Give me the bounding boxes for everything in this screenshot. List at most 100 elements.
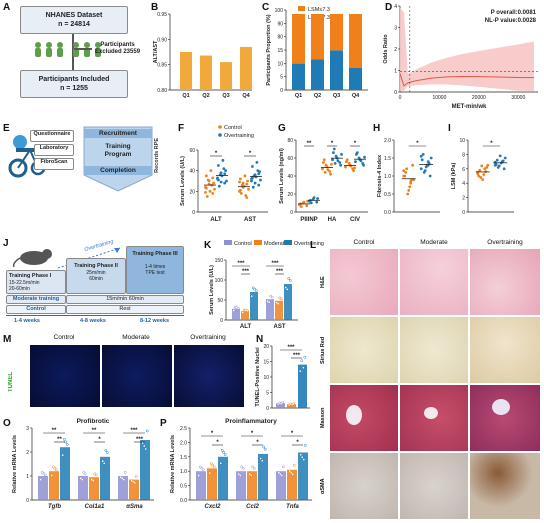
- p-sig: *: [256, 440, 259, 446]
- b-bar: [200, 55, 212, 90]
- g-overtraining-point: [336, 159, 340, 163]
- panel-label-d: D: [385, 2, 393, 13]
- i-point: [501, 159, 505, 163]
- o-dot: [50, 474, 54, 477]
- o-y-tick-label: 1: [26, 474, 29, 480]
- l-row-asma: αSMA: [320, 478, 326, 494]
- f-overtraining-point: [251, 176, 254, 180]
- f-overtraining-point: [217, 178, 220, 182]
- o-bar: [129, 479, 139, 500]
- f-overtraining-point: [250, 179, 253, 183]
- phase2-title: Training Phase II: [74, 263, 118, 269]
- o-dot: [104, 448, 108, 452]
- p-dot: [299, 453, 303, 457]
- o-bar: [38, 476, 48, 500]
- g-overtraining-point: [362, 163, 365, 167]
- o-dot: [62, 437, 66, 441]
- b-y-tick-label: 0.95: [157, 12, 167, 18]
- people-group-icon: [35, 42, 101, 57]
- o-dot: [144, 447, 148, 451]
- p-ylabel: Relative mRNA Levels: [170, 435, 176, 493]
- phase3-d1: 1-4 times: [144, 263, 166, 270]
- k-sig: ***: [242, 269, 250, 275]
- k-legend-label: Overtraining: [294, 241, 324, 247]
- g-control-point: [302, 200, 306, 204]
- f-overtraining-point: [259, 178, 262, 182]
- k-legend-label: Control: [234, 241, 252, 247]
- n-y-tick-label: 15: [263, 360, 269, 366]
- panel-label-i: I: [448, 123, 451, 134]
- p-dot: [212, 465, 216, 469]
- f-overtraining-point: [223, 172, 227, 176]
- i-point: [498, 154, 502, 158]
- k-x-label: ALT: [240, 324, 252, 330]
- n-dot: [303, 355, 307, 359]
- d-curve: [399, 73, 535, 87]
- c-bar-lsm-high: [330, 50, 343, 90]
- p-y-tick-label: 2.5: [180, 426, 187, 432]
- o-bar: [89, 477, 99, 500]
- g-sig: *: [331, 141, 334, 147]
- k-bar: [250, 292, 258, 320]
- o-y-tick-label: 0: [26, 498, 29, 504]
- i-point: [476, 172, 480, 176]
- completion-label: Completion: [84, 166, 152, 175]
- k-legend-swatch: [284, 240, 292, 245]
- k-legend-label: Moderate: [264, 241, 287, 247]
- included-title: Participants Included: [38, 76, 110, 83]
- i-point: [485, 165, 489, 169]
- k-dot: [287, 277, 291, 280]
- p-dot: [291, 472, 295, 476]
- k-dot: [279, 297, 283, 301]
- p-x-label: Tnfa: [286, 504, 299, 510]
- moderate-label: Moderate training: [6, 295, 66, 304]
- h-point: [429, 156, 433, 160]
- b-bar: [220, 62, 232, 90]
- panel-label-b: B: [151, 2, 159, 13]
- panel-label-f: F: [178, 123, 185, 134]
- fibroscan-box: FibroScan: [34, 158, 74, 170]
- i-point: [482, 173, 486, 176]
- o-dot: [133, 481, 137, 485]
- o-sig: **: [57, 437, 62, 443]
- d-confidence-band: [400, 8, 535, 91]
- g-overtraining-point: [355, 151, 359, 155]
- k-sig: ***: [237, 261, 245, 267]
- f-overtraining-point: [251, 165, 254, 168]
- d-y-tick-label: 4: [394, 4, 397, 10]
- h-point: [407, 189, 411, 192]
- tunel-label: TUNEL: [8, 372, 14, 392]
- dataset-title: NHANES Dataset: [45, 12, 103, 19]
- rest-label: Rest: [66, 305, 184, 314]
- included-n: n = 1255: [60, 84, 88, 92]
- records-rpe-label: Records RPE: [154, 138, 160, 173]
- o-y-tick-label: 3: [26, 426, 29, 432]
- p-dot: [289, 471, 293, 475]
- sirius-overtraining-image: [470, 317, 540, 383]
- o-dot: [43, 473, 47, 477]
- p-bar: [276, 471, 286, 500]
- dataset-box: NHANES Dataset n = 24814: [20, 6, 128, 34]
- f-control-point: [241, 185, 245, 189]
- timeline-axis: [6, 315, 184, 316]
- k-dot: [245, 309, 249, 313]
- p-dot: [288, 469, 292, 473]
- f-x-label: ALT: [210, 217, 222, 223]
- g-x-label: CIV: [350, 217, 360, 223]
- g-control-point: [349, 164, 353, 168]
- f-control-point: [212, 181, 216, 185]
- h-y-tick-label: 0.5: [384, 192, 391, 198]
- p-bar: [287, 469, 297, 500]
- recruitment-label: Recruitment: [84, 129, 152, 138]
- k-dot: [232, 309, 236, 312]
- k-dot: [288, 279, 292, 282]
- included-box: Participants Included n = 1255: [20, 70, 128, 98]
- d-x-tick-label: 0: [399, 95, 402, 101]
- o-dot: [122, 478, 126, 481]
- phase2-d1: 25m/min: [86, 269, 106, 276]
- b-y-tick-label: 0.80: [157, 88, 167, 94]
- asma-moderate-image: [400, 453, 468, 519]
- c-y-tick-label: 90: [277, 21, 283, 27]
- o-ylabel: Relative mRNA Levels: [12, 435, 18, 493]
- f-ylabel: Serum Levels (U/L): [180, 156, 186, 206]
